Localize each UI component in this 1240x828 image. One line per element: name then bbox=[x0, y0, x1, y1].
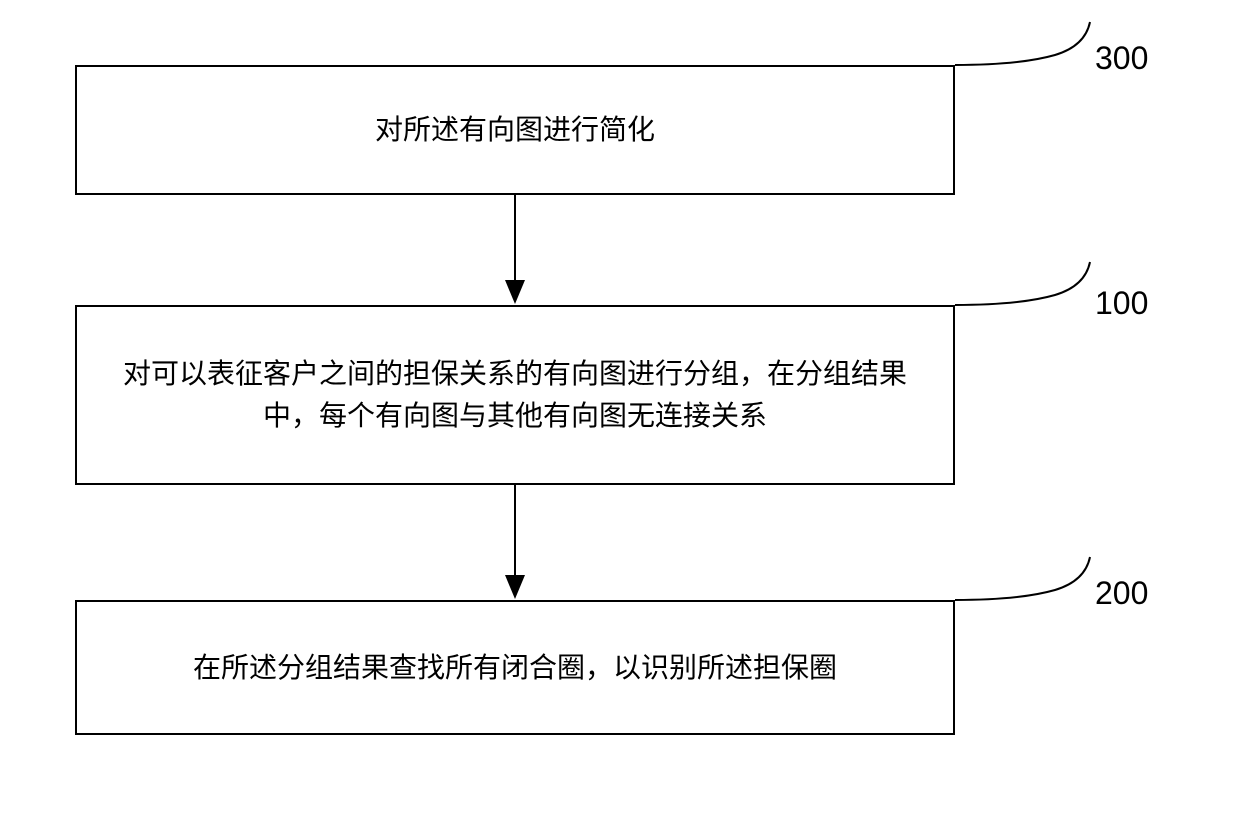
flow-node-300: 对所述有向图进行简化 bbox=[75, 65, 955, 195]
flowchart-container: 对所述有向图进行简化 300 对可以表征客户之间的担保关系的有向图进行分组，在分… bbox=[0, 0, 1240, 828]
leader-100 bbox=[955, 262, 1090, 305]
flow-node-100-ref: 100 bbox=[1095, 285, 1148, 322]
flow-node-300-text: 对所述有向图进行简化 bbox=[375, 109, 655, 151]
flow-node-300-ref: 300 bbox=[1095, 40, 1148, 77]
flow-node-200-text: 在所述分组结果查找所有闭合圈，以识别所述担保圈 bbox=[193, 647, 837, 689]
flow-node-200-ref: 200 bbox=[1095, 575, 1148, 612]
flow-node-100-text: 对可以表征客户之间的担保关系的有向图进行分组，在分组结果中，每个有向图与其他有向… bbox=[97, 353, 933, 437]
flow-node-200: 在所述分组结果查找所有闭合圈，以识别所述担保圈 bbox=[75, 600, 955, 735]
flow-node-100: 对可以表征客户之间的担保关系的有向图进行分组，在分组结果中，每个有向图与其他有向… bbox=[75, 305, 955, 485]
leader-300 bbox=[955, 22, 1090, 65]
leader-200 bbox=[955, 557, 1090, 600]
